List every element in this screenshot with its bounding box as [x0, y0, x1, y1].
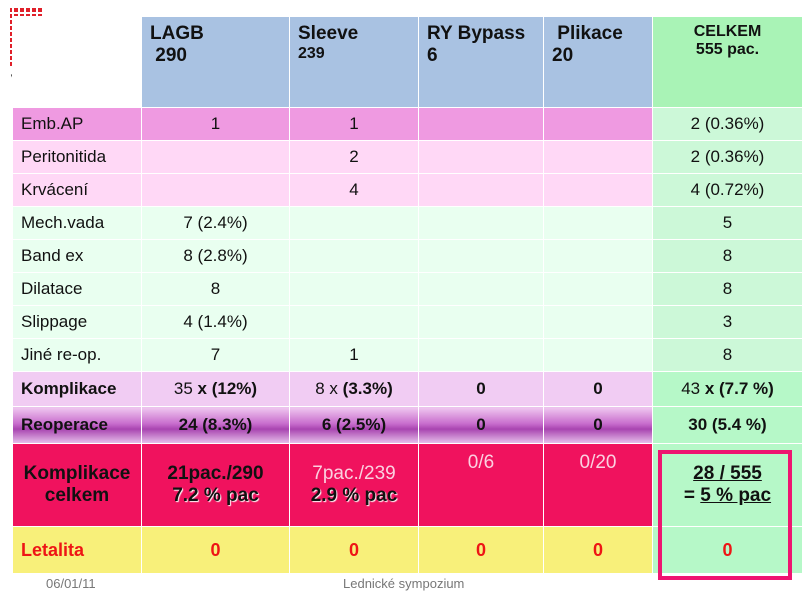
- cell-ry: [418, 140, 544, 174]
- cell-total: 2 (0.36%): [652, 107, 803, 141]
- header-row: LAGB 290 Sleeve 239 RY Bypass 6 Plikace …: [12, 16, 803, 108]
- row-label: Jiné re-op.: [12, 338, 142, 372]
- cell-sleeve: 1: [289, 338, 419, 372]
- footer-date: 06/01/11: [46, 576, 96, 591]
- cell-plikace: 0/20: [543, 443, 653, 527]
- cell-sleeve: [289, 239, 419, 273]
- cell-lagb: [141, 140, 290, 174]
- header-ry-bypass: RY Bypass 6: [418, 16, 544, 108]
- cell-plikace: [543, 107, 653, 141]
- header-lagb: LAGB 290: [141, 16, 290, 108]
- cell-sleeve: 4: [289, 173, 419, 207]
- cell-total: 3: [652, 305, 803, 339]
- cell-sleeve: 1: [289, 107, 419, 141]
- row-label: Dilatace: [12, 272, 142, 306]
- row-label: Komplikace: [12, 371, 142, 407]
- highlight-box: [658, 450, 792, 580]
- row-label: Letalita: [12, 526, 142, 574]
- table-row: Emb.AP 1 1 2 (0.36%): [12, 107, 803, 141]
- cell-plikace: [543, 239, 653, 273]
- header-empty-cell: [12, 16, 142, 108]
- cell-lagb: 4 (1.4%): [141, 305, 290, 339]
- cell-lagb: 24 (8.3%): [141, 406, 290, 444]
- cell-total: 5: [652, 206, 803, 240]
- row-label: Slippage: [12, 305, 142, 339]
- reoperace-row: Reoperace 24 (8.3%) 6 (2.5%) 0 0 30 (5.4…: [12, 406, 803, 444]
- cell-ry: 0: [418, 406, 544, 444]
- cell-ry: [418, 239, 544, 273]
- komplikace-row: Komplikace 35 x (12%) 8 x (3.3%) 0 0 43 …: [12, 371, 803, 407]
- row-label: Peritonitida: [12, 140, 142, 174]
- cell-ry: [418, 338, 544, 372]
- header-total: CELKEM 555 pac.: [652, 16, 803, 108]
- cell-lagb: 0: [141, 526, 290, 574]
- row-label: Komplikace celkem: [12, 443, 142, 527]
- cell-sleeve: [289, 305, 419, 339]
- cell-ry: 0: [418, 371, 544, 407]
- cell-total: 8: [652, 338, 803, 372]
- table-row: Krvácení 4 4 (0.72%): [12, 173, 803, 207]
- table-row: Mech.vada 7 (2.4%) 5: [12, 206, 803, 240]
- cell-sleeve: 7pac./239 2.9 % pac: [289, 443, 419, 527]
- cell-lagb: 1: [141, 107, 290, 141]
- cell-lagb: 8 (2.8%): [141, 239, 290, 273]
- cell-total: 4 (0.72%): [652, 173, 803, 207]
- cell-lagb: [141, 173, 290, 207]
- header-plikace: Plikace 20: [543, 16, 653, 108]
- cell-plikace: [543, 305, 653, 339]
- table-row: Dilatace 8 8: [12, 272, 803, 306]
- cell-plikace: [543, 173, 653, 207]
- cell-plikace: [543, 338, 653, 372]
- cell-ry: [418, 173, 544, 207]
- cell-total: 28 / 555 = 5 % pac: [652, 443, 803, 527]
- cell-sleeve: [289, 272, 419, 306]
- cell-total: 8: [652, 272, 803, 306]
- row-label: Krvácení: [12, 173, 142, 207]
- cell-plikace: 0: [543, 526, 653, 574]
- cell-plikace: 0: [543, 371, 653, 407]
- footer-event: Lednické sympozium: [343, 576, 465, 591]
- table-row: Slippage 4 (1.4%) 3: [12, 305, 803, 339]
- table-row: Band ex 8 (2.8%) 8: [12, 239, 803, 273]
- letalita-row: Letalita 0 0 0 0 0: [12, 526, 803, 574]
- cell-ry: [418, 305, 544, 339]
- cell-ry: [418, 272, 544, 306]
- cell-lagb: 21pac./290 7.2 % pac: [141, 443, 290, 527]
- cell-total: 2 (0.36%): [652, 140, 803, 174]
- row-label: Band ex: [12, 239, 142, 273]
- cell-ry: 0: [418, 526, 544, 574]
- header-sleeve: Sleeve 239: [289, 16, 419, 108]
- cell-lagb: 7: [141, 338, 290, 372]
- cell-ry: [418, 107, 544, 141]
- cell-plikace: 0: [543, 406, 653, 444]
- cell-ry: 0/6: [418, 443, 544, 527]
- row-label: Emb.AP: [12, 107, 142, 141]
- table-row: Peritonitida 2 2 (0.36%): [12, 140, 803, 174]
- cell-total: 8: [652, 239, 803, 273]
- cell-sleeve: 6 (2.5%): [289, 406, 419, 444]
- cell-ry: [418, 206, 544, 240]
- cell-lagb: 8: [141, 272, 290, 306]
- row-label: Mech.vada: [12, 206, 142, 240]
- complications-table: LAGB 290 Sleeve 239 RY Bypass 6 Plikace …: [12, 16, 803, 574]
- cell-plikace: [543, 140, 653, 174]
- komplikace-celkem-row: Komplikace celkem 21pac./290 7.2 % pac 7…: [12, 443, 803, 527]
- cell-lagb: 7 (2.4%): [141, 206, 290, 240]
- cell-total: 43 x (7.7 %): [652, 371, 803, 407]
- cell-total: 30 (5.4 %): [652, 406, 803, 444]
- cell-total: 0: [652, 526, 803, 574]
- cell-sleeve: 0: [289, 526, 419, 574]
- table-row: Jiné re-op. 7 1 8: [12, 338, 803, 372]
- row-label: Reoperace: [12, 406, 142, 444]
- cell-sleeve: 8 x (3.3%): [289, 371, 419, 407]
- cell-sleeve: 2: [289, 140, 419, 174]
- cell-plikace: [543, 206, 653, 240]
- cell-sleeve: [289, 206, 419, 240]
- cell-lagb: 35 x (12%): [141, 371, 290, 407]
- cell-plikace: [543, 272, 653, 306]
